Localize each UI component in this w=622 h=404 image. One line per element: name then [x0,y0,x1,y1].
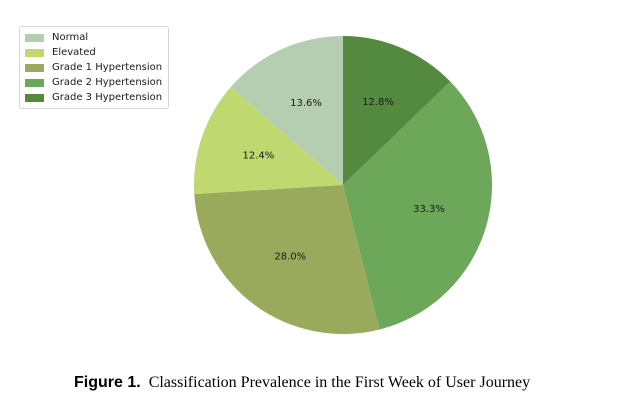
legend: Normal Elevated Grade 1 Hypertension Gra… [19,26,170,109]
figure-caption: Figure 1. Classification Prevalence in t… [74,374,530,392]
slice-percent-label: 12.4% [242,151,274,162]
legend-label: Grade 1 Hypertension [52,62,163,73]
pie-slice-elevated [194,87,343,195]
legend-swatch [25,93,44,102]
slice-percent-label: 33.3% [413,204,445,215]
slice-percent-label: 12.8% [362,97,394,108]
slice-percent-label: 28.0% [274,252,306,263]
legend-label: Elevated [52,47,96,58]
legend-item-elevated: Elevated [25,45,162,60]
legend-item-grade-1-hypertension: Grade 1 Hypertension [25,60,162,75]
legend-item-normal: Normal [25,30,162,45]
legend-label: Grade 2 Hypertension [52,77,163,88]
legend-swatch [25,48,44,57]
pie-slice-normal [230,36,343,185]
legend-item-grade-3-hypertension: Grade 3 Hypertension [25,90,162,105]
legend-label: Normal [52,32,89,43]
pie-slice-grade-2-hypertension [343,81,492,330]
legend-item-grade-2-hypertension: Grade 2 Hypertension [25,75,162,90]
legend-swatch [25,33,44,42]
pie-slice-grade-3-hypertension [343,36,451,185]
caption-prefix: Figure 1. [74,374,141,391]
legend-swatch [25,78,44,87]
slice-percent-label: 13.6% [290,98,322,109]
legend-label: Grade 3 Hypertension [52,92,163,103]
caption-text: Classification Prevalence in the First W… [148,374,531,391]
pie-slice-grade-1-hypertension [194,185,380,334]
legend-swatch [25,63,44,72]
